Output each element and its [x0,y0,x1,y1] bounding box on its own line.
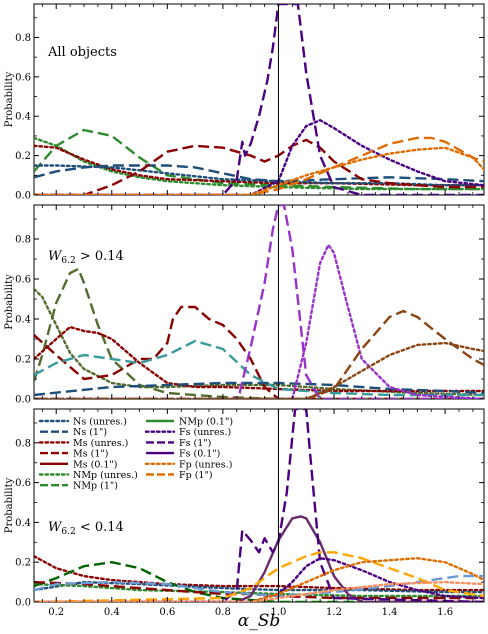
x-tick-label: 1.6 [437,607,453,618]
y-tick-label: 0.6 [15,72,31,83]
x-tick-label: 0.8 [215,607,231,618]
series-line [34,582,484,598]
panel-frame [33,408,485,603]
x-tick-label: 0.2 [48,607,64,618]
x-tick-label: 1.0 [270,607,286,618]
series-line [34,243,484,399]
series-line [34,305,484,399]
series-line [34,164,484,183]
series-line [34,580,484,600]
legend-label: Ms (1") [73,449,108,460]
legend-label: Ms (unres.) [73,438,128,449]
legend: Ns (unres.)Ns (1")Ms (unres.)Ms (1")Ms (… [38,417,233,492]
legend-label: Ns (unres.) [73,417,127,428]
x-tick-label: 1.4 [382,607,398,618]
y-tick-label: 0.0 [15,395,31,406]
x-tick-label: 0.6 [159,607,175,618]
y-tick-label: 0.2 [15,151,31,162]
legend-label: Fs (0.1") [179,449,220,460]
y-tick-label: 0.2 [15,558,31,569]
legend-label: NMp (1") [73,481,118,492]
series-line [34,144,484,187]
y-tick-label: 0.8 [15,33,31,44]
legend-label: NMp (unres.) [73,470,138,481]
x-axis-label: α_Sb [238,611,281,631]
legend-label: Fp (1") [179,470,213,481]
y-tick-label: 0.8 [15,235,31,246]
series-line [34,515,484,602]
series-line [34,339,484,397]
series-line [34,205,484,399]
panel-annotation: W6.2 < 0.14 [48,520,124,537]
y-tick-label: 0.8 [15,438,31,449]
y-axis-label: Probability [4,274,15,330]
series-line [34,557,484,602]
legend-label: NMp (0.1") [179,417,233,428]
legend-label: Fs (unres.) [179,427,231,438]
series-line [34,580,484,602]
series-line [34,267,484,399]
y-tick-label: 0.6 [15,275,31,286]
legend-label: Ms (0.1") [73,459,118,470]
series-line [34,341,484,399]
legend-label: Fs (1") [179,438,211,449]
series-line [34,4,484,195]
series-line [34,119,484,195]
y-axis-label: Probability [4,71,15,127]
x-tick-label: 0.4 [104,607,120,618]
panel-frame [33,3,485,196]
series-line [34,551,484,602]
panel-annotation: All objects [47,45,117,60]
y-tick-label: 0.4 [15,112,31,123]
legend-label: Fp (unres.) [179,459,232,470]
series-line [34,136,484,195]
series-line [34,557,484,602]
x-tick-label: 1.2 [326,607,342,618]
panel-frame [33,204,485,400]
y-tick-label: 0.4 [15,518,31,529]
y-tick-label: 0.2 [15,355,31,366]
y-tick-label: 0.0 [15,598,31,609]
y-axis-label: Probability [4,477,15,533]
legend-label: Ns (1") [73,427,107,438]
panel-annotation: W6.2 > 0.14 [48,249,124,266]
series-line [34,146,484,195]
y-tick-label: 0.6 [15,478,31,489]
series-line [34,128,484,191]
y-tick-label: 0.4 [15,315,31,326]
series-line [34,309,484,399]
y-tick-label: 0.0 [15,191,31,202]
